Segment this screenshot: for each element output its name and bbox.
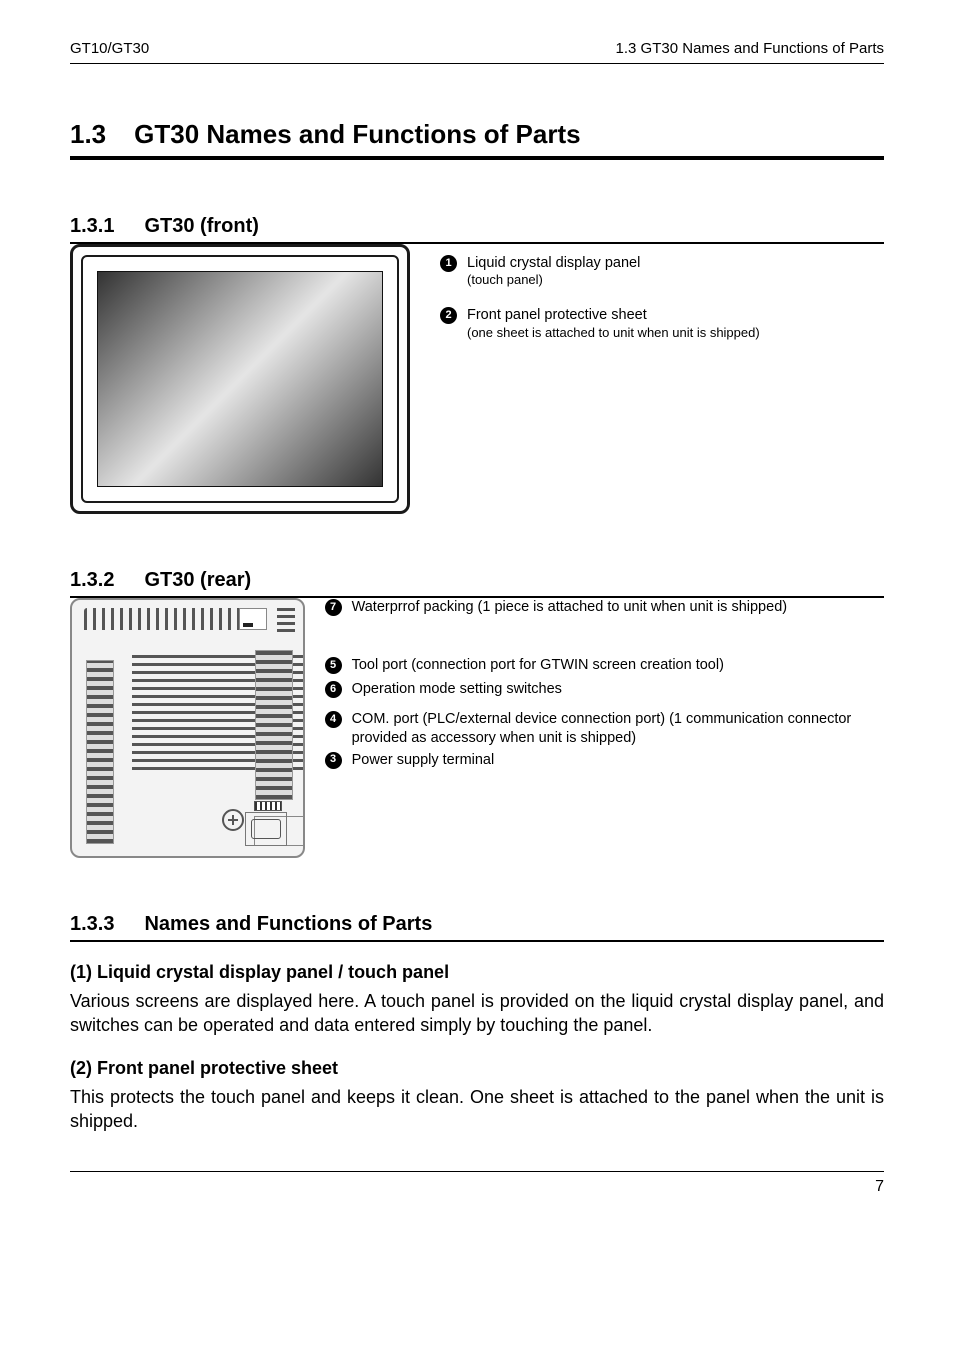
sub-heading-133: 1.3.3 Names and Functions of Parts	[70, 913, 884, 936]
header-divider	[70, 63, 884, 64]
rear-top-fins	[84, 608, 243, 630]
sub-heading-133-divider	[70, 940, 884, 942]
front-callout-2: 2 Front panel protective sheet (one shee…	[440, 306, 760, 340]
rear-spacer	[325, 634, 884, 656]
rear-dip-switch	[254, 801, 282, 811]
rear-device-figure	[70, 598, 305, 858]
rear-right-fins-top	[277, 606, 295, 632]
rear-label-plate	[239, 608, 267, 630]
sub-heading-131: 1.3.1 GT30 (front)	[70, 215, 884, 238]
rear-connector-circle	[222, 809, 244, 831]
front-section: 1 Liquid crystal display panel (touch pa…	[70, 244, 884, 514]
sub-heading-131-number: 1.3.1	[70, 215, 114, 238]
sub-heading-132-number: 1.3.2	[70, 569, 114, 592]
rear-callout-3: 3 Power supply terminal	[325, 751, 884, 769]
callout-text-6: Operation mode setting switches	[352, 680, 562, 698]
callout-text-3: Power supply terminal	[352, 751, 495, 769]
front-callout-1: 1 Liquid crystal display panel (touch pa…	[440, 254, 760, 288]
callout-badge-6: 6	[325, 681, 342, 698]
callout-text-7: Waterprrof packing (1 piece is attached …	[352, 598, 788, 616]
rear-left-block	[86, 660, 114, 844]
callout-badge-3: 3	[325, 752, 342, 769]
parts-item-1: (1) Liquid crystal display panel / touch…	[70, 962, 884, 1038]
header-right: 1.3 GT30 Names and Functions of Parts	[616, 40, 884, 57]
footer-divider	[70, 1171, 884, 1172]
page-header: GT10/GT30 1.3 GT30 Names and Functions o…	[70, 40, 884, 57]
sub-heading-133-number: 1.3.3	[70, 913, 114, 936]
callout-badge-5: 5	[325, 657, 342, 674]
main-heading-divider	[70, 156, 884, 160]
rear-section: 7 Waterprrof packing (1 piece is attache…	[70, 598, 884, 858]
rear-callout-6: 6 Operation mode setting switches	[325, 680, 884, 698]
callout-1-line2: (touch panel)	[467, 272, 640, 288]
sub-heading-131-title: GT30 (front)	[144, 215, 258, 238]
parts-item-1-body: Various screens are displayed here. A to…	[70, 989, 884, 1038]
sub-heading-132: 1.3.2 GT30 (rear)	[70, 569, 884, 592]
main-heading: 1.3 GT30 Names and Functions of Parts	[70, 119, 884, 150]
lcd-panel-figure	[97, 271, 383, 487]
main-heading-title: GT30 Names and Functions of Parts	[134, 119, 580, 150]
parts-item-1-title: (1) Liquid crystal display panel / touch…	[70, 962, 884, 983]
front-device-figure	[70, 244, 410, 514]
rear-callout-5: 5 Tool port (connection port for GTWIN s…	[325, 656, 884, 674]
callout-2-line1: Front panel protective sheet	[467, 306, 760, 324]
callout-text-4: COM. port (PLC/external device connectio…	[352, 710, 884, 746]
main-heading-number: 1.3	[70, 119, 106, 150]
callout-badge-2: 2	[440, 307, 457, 324]
parts-item-2-body: This protects the touch panel and keeps …	[70, 1085, 884, 1134]
callout-text-5: Tool port (connection port for GTWIN scr…	[352, 656, 724, 674]
callout-badge-7: 7	[325, 599, 342, 616]
header-left: GT10/GT30	[70, 40, 149, 57]
parts-item-2-title: (2) Front panel protective sheet	[70, 1058, 884, 1079]
callout-text-1: Liquid crystal display panel (touch pane…	[467, 254, 640, 288]
rear-right-block	[255, 650, 293, 800]
front-callouts: 1 Liquid crystal display panel (touch pa…	[440, 244, 760, 514]
rear-callouts: 7 Waterprrof packing (1 piece is attache…	[325, 598, 884, 858]
rear-callout-7: 7 Waterprrof packing (1 piece is attache…	[325, 598, 884, 616]
callout-badge-1: 1	[440, 255, 457, 272]
sub-heading-132-title: GT30 (rear)	[144, 569, 251, 592]
callout-text-2: Front panel protective sheet (one sheet …	[467, 306, 760, 340]
parts-item-2: (2) Front panel protective sheet This pr…	[70, 1058, 884, 1134]
footer-page-number: 7	[70, 1178, 884, 1196]
rear-com-connector	[245, 812, 287, 846]
callout-1-line1: Liquid crystal display panel	[467, 254, 640, 272]
callout-2-line2: (one sheet is attached to unit when unit…	[467, 325, 760, 341]
front-device-bezel	[81, 255, 399, 503]
rear-callout-4: 4 COM. port (PLC/external device connect…	[325, 710, 884, 746]
callout-badge-4: 4	[325, 711, 342, 728]
sub-heading-133-title: Names and Functions of Parts	[144, 913, 432, 936]
